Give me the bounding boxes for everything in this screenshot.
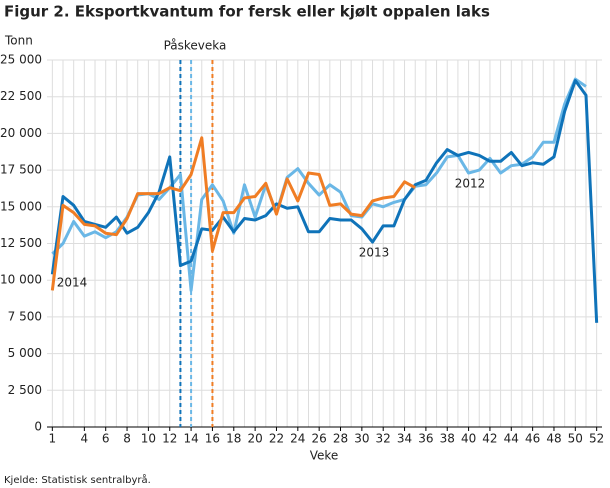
x-tick-label: 6 <box>102 432 110 446</box>
y-tick-label: 5 000 <box>8 346 42 360</box>
series-line <box>50 136 416 291</box>
x-tick-label: 28 <box>333 432 348 446</box>
x-tick-label: 1 <box>49 432 57 446</box>
y-tick-label: 10 000 <box>0 273 42 287</box>
x-tick-label: 34 <box>397 432 412 446</box>
y-axis-label: Tonn <box>4 34 33 48</box>
x-tick-label: 32 <box>376 432 391 446</box>
x-tick-label: 24 <box>290 432 305 446</box>
x-tick-label: 30 <box>354 432 369 446</box>
x-tick-label: 52 <box>589 432 604 446</box>
x-tick-label: 8 <box>123 432 131 446</box>
series-line <box>50 79 599 323</box>
x-tick-label: 48 <box>546 432 561 446</box>
source: Kjelde: Statistisk sentralbyrå. <box>4 473 151 486</box>
x-tick-label: 42 <box>482 432 497 446</box>
y-tick-label: 2 500 <box>8 383 42 397</box>
y-tick-label: 25 000 <box>0 53 42 67</box>
x-tick-label: 46 <box>525 432 540 446</box>
x-axis-label: Veke <box>310 449 339 463</box>
series-label: 2014 <box>57 276 88 290</box>
x-tick-label: 16 <box>205 432 220 446</box>
x-tick-label: 50 <box>568 432 583 446</box>
chart-title: Figur 2. Eksportkvantum for fersk eller … <box>4 3 490 21</box>
x-tick-label: 20 <box>247 432 262 446</box>
x-tick-label: 44 <box>504 432 519 446</box>
x-tick-label: 22 <box>269 432 284 446</box>
annotation: Påskeveka <box>164 39 227 53</box>
x-tick-label: 4 <box>81 432 89 446</box>
y-tick-label: 17 500 <box>0 163 42 177</box>
x-tick-label: 12 <box>162 432 177 446</box>
y-tick-label: 22 500 <box>0 89 42 103</box>
y-tick-label: 7 500 <box>8 309 42 323</box>
x-tick-label: 40 <box>461 432 476 446</box>
y-tick-label: 15 000 <box>0 199 42 213</box>
x-tick-label: 26 <box>312 432 327 446</box>
series-label: 2013 <box>359 246 390 260</box>
x-tick-label: 14 <box>183 432 198 446</box>
y-tick-label: 0 <box>34 420 42 434</box>
y-tick-label: 20 000 <box>0 126 42 140</box>
x-tick-label: 18 <box>226 432 241 446</box>
series-label: 2012 <box>455 177 486 191</box>
x-tick-label: 38 <box>440 432 455 446</box>
y-tick-label: 12 500 <box>0 236 42 250</box>
x-tick-label: 10 <box>141 432 156 446</box>
x-tick-label: 36 <box>418 432 433 446</box>
